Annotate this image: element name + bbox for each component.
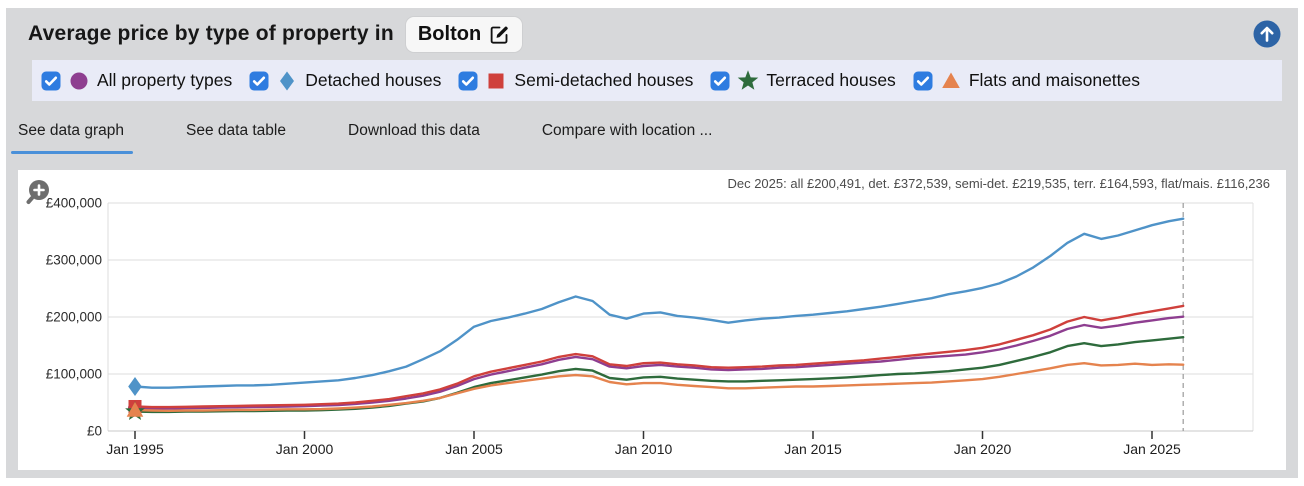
svg-text:Jan 2020: Jan 2020 bbox=[954, 441, 1012, 457]
tab-compare-with-location[interactable]: Compare with location ... bbox=[541, 122, 713, 139]
chart-panel: £0 £100,000 £200,000 £300,000 £400,000 Jan 19… bbox=[18, 170, 1286, 470]
legend: All property types Detached houses Semi-de… bbox=[32, 60, 1282, 101]
legend-item-terraced-houses[interactable]: Terraced houses bbox=[710, 69, 896, 92]
price-chart[interactable]: £0 £100,000 £200,000 £300,000 £400,000 Jan 19… bbox=[18, 170, 1286, 470]
square-marker-icon bbox=[485, 70, 507, 92]
zoom-in-icon[interactable] bbox=[26, 178, 54, 206]
legend-checkbox[interactable] bbox=[913, 71, 933, 91]
svg-text:Jan 2005: Jan 2005 bbox=[445, 441, 503, 457]
svg-text:Jan 2015: Jan 2015 bbox=[784, 441, 842, 457]
legend-checkbox[interactable] bbox=[458, 71, 478, 91]
svg-text:£300,000: £300,000 bbox=[46, 253, 102, 268]
svg-text:Jan 1995: Jan 1995 bbox=[106, 441, 164, 457]
latest-values-annotation: Dec 2025: all £200,491, det. £372,539, s… bbox=[727, 176, 1270, 191]
tab-bar: See data graph See data table Download thi… bbox=[6, 101, 1298, 161]
legend-item-label: Terraced houses bbox=[766, 70, 896, 90]
legend-item-semi-detached-houses[interactable]: Semi-detached houses bbox=[458, 70, 693, 92]
scroll-to-top-button[interactable] bbox=[1252, 19, 1282, 49]
page-title: Average price by type of property in bbox=[28, 22, 394, 45]
svg-text:Jan 2025: Jan 2025 bbox=[1123, 441, 1181, 457]
diamond-marker-icon bbox=[276, 70, 298, 92]
tab-download-this-data[interactable]: Download this data bbox=[348, 122, 480, 139]
triangle-marker-icon bbox=[940, 70, 962, 92]
svg-text:Jan 2000: Jan 2000 bbox=[276, 441, 334, 457]
circle-marker-icon bbox=[68, 70, 90, 92]
legend-checkbox[interactable] bbox=[249, 71, 269, 91]
location-button[interactable]: Bolton bbox=[405, 16, 523, 52]
svg-text:£200,000: £200,000 bbox=[46, 310, 102, 325]
legend-item-flats-and-maisonettes[interactable]: Flats and maisonettes bbox=[913, 70, 1140, 92]
up-arrow-icon bbox=[1252, 20, 1282, 52]
star-marker-icon bbox=[737, 69, 759, 92]
legend-checkbox[interactable] bbox=[710, 71, 730, 91]
location-name: Bolton bbox=[417, 22, 482, 45]
legend-item-label: Detached houses bbox=[305, 70, 442, 90]
svg-text:£0: £0 bbox=[87, 424, 102, 439]
legend-checkbox[interactable] bbox=[41, 71, 61, 91]
property-price-widget: Average price by type of property in Bol… bbox=[6, 8, 1298, 478]
edit-icon bbox=[489, 24, 510, 45]
svg-text:£400,000: £400,000 bbox=[46, 196, 102, 211]
svg-text:Jan 2010: Jan 2010 bbox=[615, 441, 673, 457]
legend-item-label: Semi-detached houses bbox=[514, 70, 694, 90]
svg-text:£100,000: £100,000 bbox=[46, 367, 102, 382]
legend-item-label: Flats and maisonettes bbox=[968, 70, 1141, 90]
legend-item-label: All property types bbox=[97, 70, 233, 90]
title-row: Average price by type of property in Bol… bbox=[6, 8, 1298, 60]
tab-see-data-graph[interactable]: See data graph bbox=[10, 101, 134, 161]
tab-see-data-table[interactable]: See data table bbox=[186, 122, 286, 139]
legend-item-detached-houses[interactable]: Detached houses bbox=[249, 70, 441, 92]
legend-item-all-property-types[interactable]: All property types bbox=[41, 70, 232, 92]
